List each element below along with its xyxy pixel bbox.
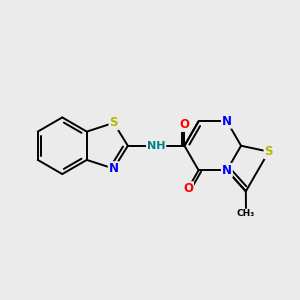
Text: N: N (109, 162, 119, 175)
Text: N: N (222, 115, 232, 128)
Text: NH: NH (147, 141, 165, 151)
Text: O: O (183, 182, 193, 195)
Text: CH₃: CH₃ (237, 209, 255, 218)
Text: O: O (179, 118, 189, 131)
Text: N: N (222, 164, 232, 177)
Text: S: S (265, 145, 273, 158)
Text: S: S (110, 116, 118, 129)
